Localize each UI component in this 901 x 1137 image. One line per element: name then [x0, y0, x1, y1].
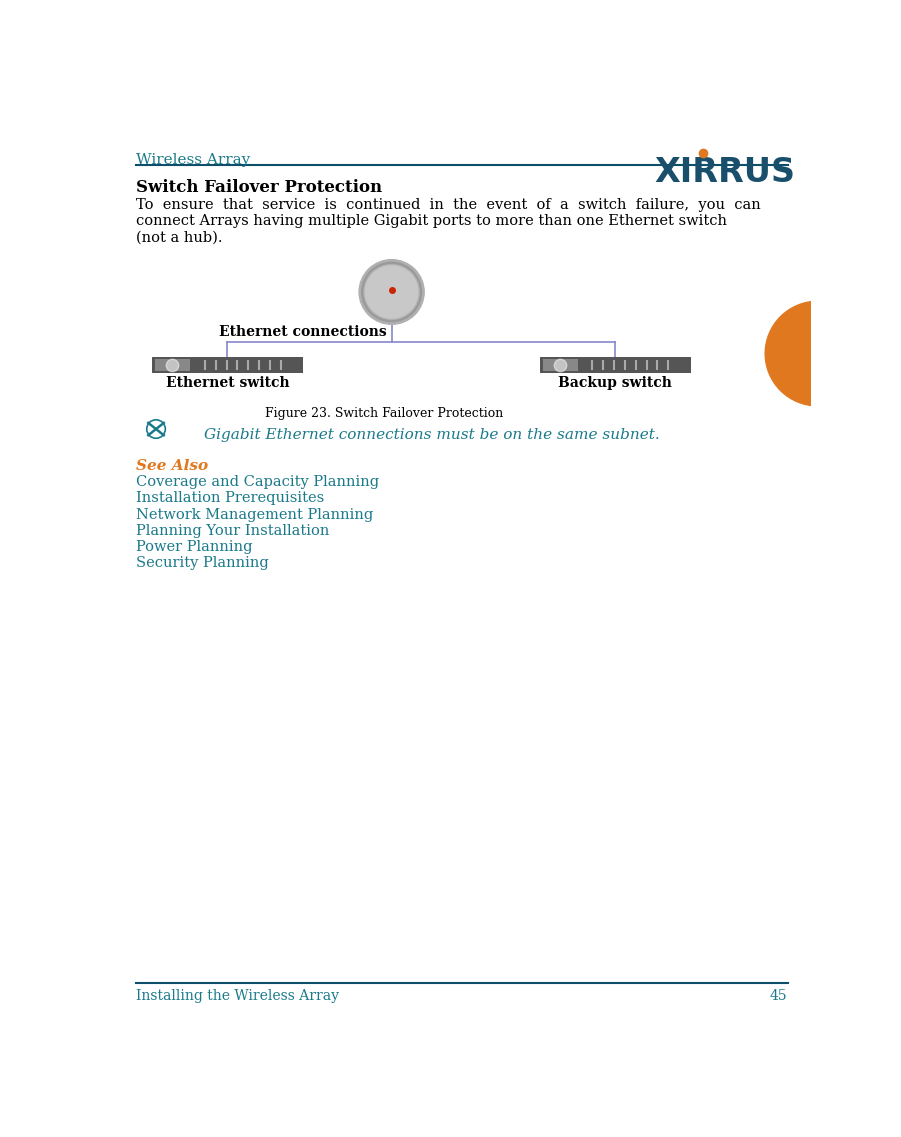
Text: Planning Your Installation: Planning Your Installation — [136, 524, 329, 538]
Text: Network Management Planning: Network Management Planning — [136, 507, 373, 522]
Text: Installation Prerequisites: Installation Prerequisites — [136, 491, 324, 506]
Text: Power Planning: Power Planning — [136, 540, 252, 554]
Bar — [542, 359, 578, 372]
Text: Backup switch: Backup switch — [558, 376, 672, 390]
Text: To  ensure  that  service  is  continued  in  the  event  of  a  switch  failure: To ensure that service is continued in t… — [136, 198, 760, 211]
Bar — [540, 357, 691, 373]
Text: Gigabit Ethernet connections must be on the same subnet.: Gigabit Ethernet connections must be on … — [204, 429, 660, 442]
Text: Coverage and Capacity Planning: Coverage and Capacity Planning — [136, 475, 379, 489]
Bar — [152, 357, 304, 373]
Text: Installing the Wireless Array: Installing the Wireless Array — [136, 989, 339, 1003]
Text: Security Planning: Security Planning — [136, 556, 268, 570]
Circle shape — [765, 301, 870, 406]
Text: (not a hub).: (not a hub). — [136, 231, 223, 244]
Text: 45: 45 — [770, 989, 787, 1003]
Text: Wireless Array: Wireless Array — [136, 153, 250, 167]
Text: See Also: See Also — [136, 459, 208, 473]
Bar — [155, 359, 190, 372]
Text: Ethernet switch: Ethernet switch — [166, 376, 289, 390]
Text: XIRRUS: XIRRUS — [654, 156, 796, 189]
Text: Ethernet connections: Ethernet connections — [219, 325, 387, 339]
Text: connect Arrays having multiple Gigabit ports to more than one Ethernet switch: connect Arrays having multiple Gigabit p… — [136, 214, 727, 229]
Circle shape — [359, 259, 424, 324]
Text: Figure 23. Switch Failover Protection: Figure 23. Switch Failover Protection — [265, 407, 503, 420]
Text: Switch Failover Protection: Switch Failover Protection — [136, 179, 382, 196]
Circle shape — [365, 266, 418, 318]
